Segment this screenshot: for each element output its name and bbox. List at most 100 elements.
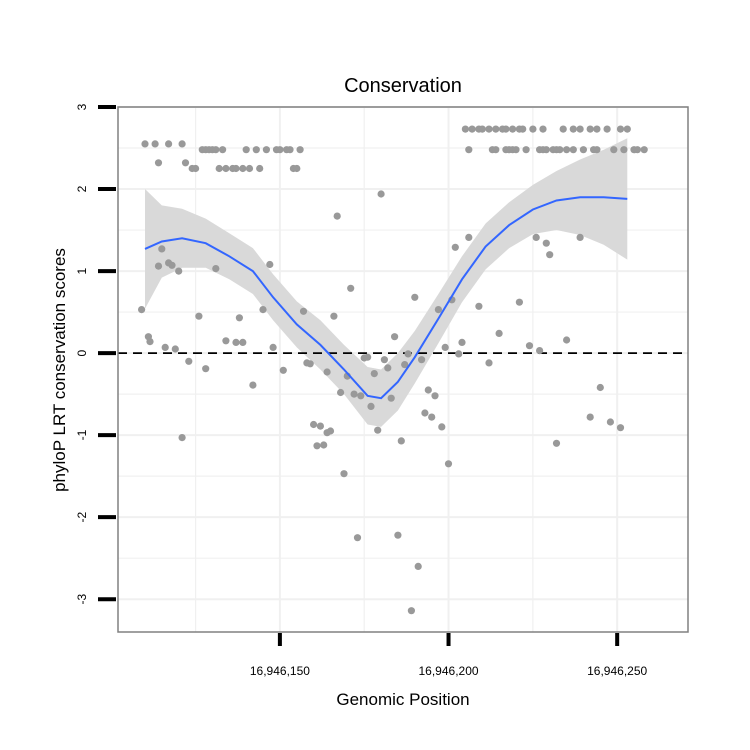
data-point bbox=[357, 392, 365, 400]
data-point bbox=[242, 146, 250, 154]
data-point bbox=[323, 368, 331, 376]
data-point bbox=[532, 233, 540, 241]
data-point bbox=[623, 125, 631, 133]
data-point bbox=[451, 243, 459, 251]
data-point bbox=[579, 146, 588, 154]
data-point bbox=[181, 159, 190, 167]
data-point bbox=[556, 146, 564, 154]
y-axis-label: phyloP LRT conservation scores bbox=[50, 248, 69, 492]
data-point bbox=[299, 307, 308, 315]
data-point bbox=[633, 146, 642, 154]
confidence-ribbon-layer bbox=[145, 138, 628, 427]
data-point bbox=[165, 140, 173, 148]
data-point bbox=[252, 146, 260, 154]
y-axis: -3 -2 -1 0 1 2 3 bbox=[75, 103, 116, 605]
data-point bbox=[411, 293, 419, 301]
y-tick-label: -2 bbox=[75, 512, 89, 523]
data-point bbox=[485, 359, 493, 367]
smooth-curve bbox=[144, 196, 628, 400]
data-point bbox=[552, 439, 561, 447]
confidence-ribbon bbox=[145, 138, 628, 427]
data-point bbox=[478, 125, 486, 133]
data-point bbox=[353, 534, 362, 542]
data-point bbox=[158, 245, 166, 253]
scatter-points bbox=[138, 125, 648, 615]
data-point bbox=[154, 159, 163, 167]
data-point bbox=[424, 386, 432, 394]
data-point bbox=[414, 562, 422, 571]
data-point bbox=[576, 233, 584, 241]
data-point bbox=[215, 164, 223, 173]
data-point bbox=[262, 146, 270, 154]
data-point bbox=[171, 345, 179, 353]
data-point bbox=[239, 164, 247, 173]
data-point bbox=[380, 356, 388, 364]
data-point bbox=[377, 190, 385, 198]
data-point bbox=[512, 146, 520, 154]
data-point bbox=[434, 306, 442, 314]
data-point bbox=[620, 146, 628, 154]
data-point bbox=[219, 146, 227, 154]
data-point bbox=[259, 306, 267, 314]
data-point bbox=[508, 125, 517, 133]
data-point bbox=[212, 265, 220, 273]
data-point bbox=[455, 350, 463, 358]
data-point bbox=[465, 146, 473, 154]
smooth-curve-layer bbox=[144, 196, 628, 400]
data-point bbox=[330, 312, 338, 320]
x-axis: 16,946,150 16,946,200 16,946,250 bbox=[250, 633, 648, 678]
data-point bbox=[391, 333, 399, 341]
y-tick-label: -3 bbox=[75, 594, 89, 605]
data-point bbox=[370, 370, 378, 378]
data-point bbox=[495, 329, 503, 337]
data-point bbox=[232, 338, 240, 346]
data-point bbox=[168, 261, 176, 269]
data-point bbox=[337, 388, 345, 397]
data-point bbox=[367, 402, 375, 410]
data-point bbox=[616, 424, 625, 432]
data-point bbox=[576, 125, 584, 133]
data-point bbox=[394, 531, 402, 539]
data-point bbox=[249, 381, 257, 389]
data-point bbox=[384, 364, 392, 372]
data-point bbox=[146, 338, 154, 346]
data-point bbox=[320, 441, 328, 449]
data-point bbox=[539, 125, 547, 133]
data-point bbox=[232, 164, 240, 173]
data-point bbox=[397, 437, 405, 445]
data-point bbox=[407, 607, 415, 615]
data-point bbox=[326, 427, 335, 435]
data-point bbox=[151, 140, 159, 148]
data-point bbox=[418, 356, 426, 364]
data-point bbox=[279, 366, 287, 374]
data-point bbox=[350, 390, 358, 398]
data-point bbox=[364, 353, 372, 361]
y-tick-label: 0 bbox=[75, 349, 89, 356]
data-point bbox=[536, 347, 544, 355]
data-point bbox=[542, 239, 550, 247]
data-point bbox=[640, 146, 648, 154]
data-point bbox=[441, 343, 449, 351]
data-point bbox=[542, 146, 550, 154]
data-point bbox=[569, 125, 577, 133]
data-point bbox=[569, 146, 577, 154]
data-point bbox=[310, 420, 318, 429]
data-point bbox=[239, 338, 247, 346]
data-point bbox=[596, 383, 604, 392]
data-point bbox=[485, 125, 493, 133]
data-point bbox=[138, 306, 146, 314]
data-point bbox=[154, 262, 163, 270]
data-point bbox=[421, 409, 429, 417]
data-point bbox=[603, 125, 611, 133]
data-point bbox=[563, 336, 571, 344]
data-point bbox=[269, 343, 277, 351]
data-point bbox=[586, 125, 594, 133]
data-point bbox=[519, 125, 527, 133]
data-point bbox=[616, 125, 625, 133]
data-point bbox=[293, 164, 301, 173]
data-point bbox=[387, 394, 395, 402]
data-point bbox=[563, 146, 571, 154]
data-point bbox=[374, 426, 382, 434]
data-point bbox=[502, 125, 510, 133]
